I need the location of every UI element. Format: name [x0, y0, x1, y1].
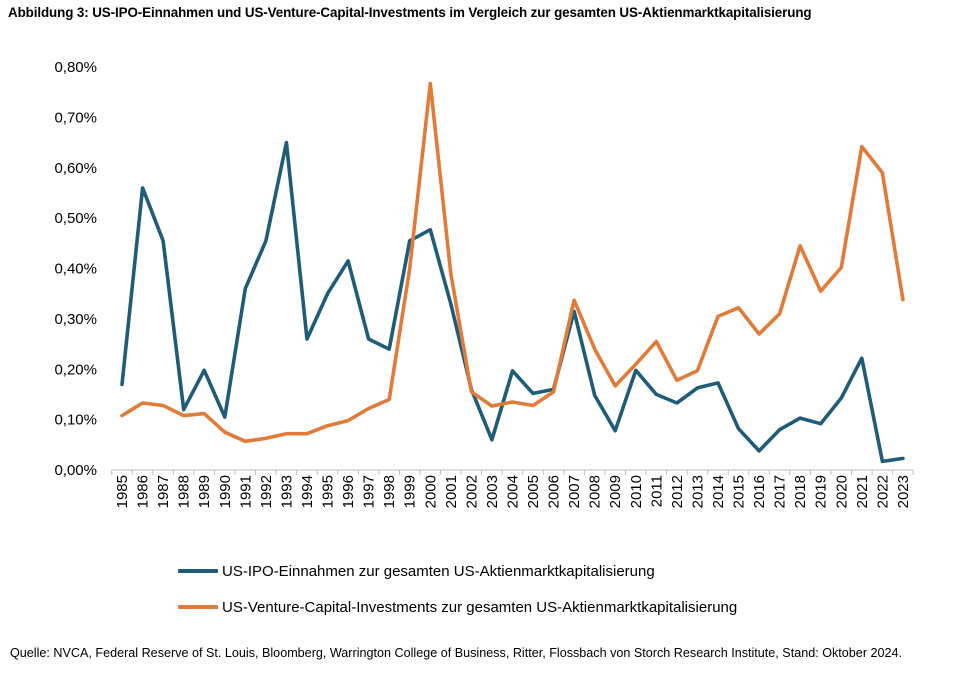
x-tick-label: 2015: [731, 475, 748, 508]
x-tick-label: 1986: [135, 475, 152, 508]
legend: US-IPO-Einnahmen zur gesamten US-Aktienm…: [178, 560, 737, 632]
y-tick-label: 0,40%: [54, 261, 97, 278]
source-note: Quelle: NVCA, Federal Reserve of St. Lou…: [10, 646, 903, 660]
x-tick-label: 2007: [566, 475, 583, 508]
x-tick-label: 2002: [463, 475, 480, 508]
x-tick-label: 2022: [874, 475, 891, 508]
x-tick-label: 1994: [299, 475, 316, 508]
y-tick-label: 0,30%: [54, 311, 97, 328]
x-tick-label: 1990: [217, 475, 234, 508]
x-tick-label: 2019: [813, 475, 830, 508]
x-tick-label: 2004: [504, 475, 521, 508]
legend-label-vc: US-Venture-Capital-Investments zur gesam…: [222, 598, 738, 616]
x-tick-label: 2010: [628, 475, 645, 508]
series-line-ipo: [120, 140, 905, 464]
y-tick-label: 0,80%: [54, 59, 97, 76]
series-line-vc: [120, 81, 905, 444]
legend-swatch-vc: [178, 605, 218, 609]
legend-label-ipo: US-IPO-Einnahmen zur gesamten US-Aktienm…: [222, 562, 655, 580]
x-tick-label: 2011: [648, 475, 665, 507]
y-tick-label: 0,10%: [54, 412, 97, 429]
y-tick-label: 0,00%: [54, 462, 97, 479]
line-chart: 0,00% 0,10% 0,20% 0,30% 0,40% 0,50% 0,60% 0,70%…: [54, 59, 914, 508]
x-tick-label: 2018: [792, 475, 809, 508]
x-tick-label: 1985: [114, 475, 131, 508]
x-tick-label: 1999: [402, 475, 419, 508]
x-tick-label: 2021: [854, 475, 871, 508]
y-tick-label: 0,50%: [54, 210, 97, 227]
x-tick-label: 2012: [669, 475, 686, 508]
x-tick-label: 1988: [176, 475, 193, 508]
x-tick-label: 1991: [237, 475, 254, 508]
x-tick-label: 1992: [258, 475, 275, 508]
y-tick-label: 0,60%: [54, 160, 97, 177]
x-tick-label: 2023: [895, 475, 912, 508]
x-tick-label: 2013: [689, 475, 706, 508]
x-tick-label: 1993: [278, 475, 295, 508]
x-tick-label: 2016: [751, 475, 768, 508]
chart-title: Abbildung 3: US-IPO-Einnahmen und US-Ven…: [8, 5, 812, 20]
x-tick-label: 2020: [833, 475, 850, 508]
x-tick-label: 1998: [381, 475, 398, 508]
x-tick-label: 1995: [320, 475, 337, 508]
x-tick-label: 2017: [772, 475, 789, 508]
x-tick-label: 2014: [710, 475, 727, 508]
legend-item-ipo: US-IPO-Einnahmen zur gesamten US-Aktienm…: [178, 560, 737, 582]
y-tick-label: 0,70%: [54, 109, 97, 126]
x-tick-label: 1987: [155, 475, 172, 508]
x-tick-label: 2009: [607, 475, 624, 508]
legend-item-vc: US-Venture-Capital-Investments zur gesam…: [178, 596, 737, 618]
x-tick-label: 2003: [484, 475, 501, 508]
x-tick-label: 1997: [361, 475, 378, 508]
x-tick-label: 2005: [525, 475, 542, 508]
legend-swatch-ipo: [178, 569, 218, 573]
x-tick-label: 2001: [443, 475, 460, 508]
x-tick-label: 2006: [546, 475, 563, 508]
x-tick-label: 1989: [196, 475, 213, 508]
x-tick-label: 2008: [587, 475, 604, 508]
x-tick-label: 1996: [340, 475, 357, 508]
x-tick-label: 2000: [422, 475, 439, 508]
y-tick-label: 0,20%: [54, 361, 97, 378]
